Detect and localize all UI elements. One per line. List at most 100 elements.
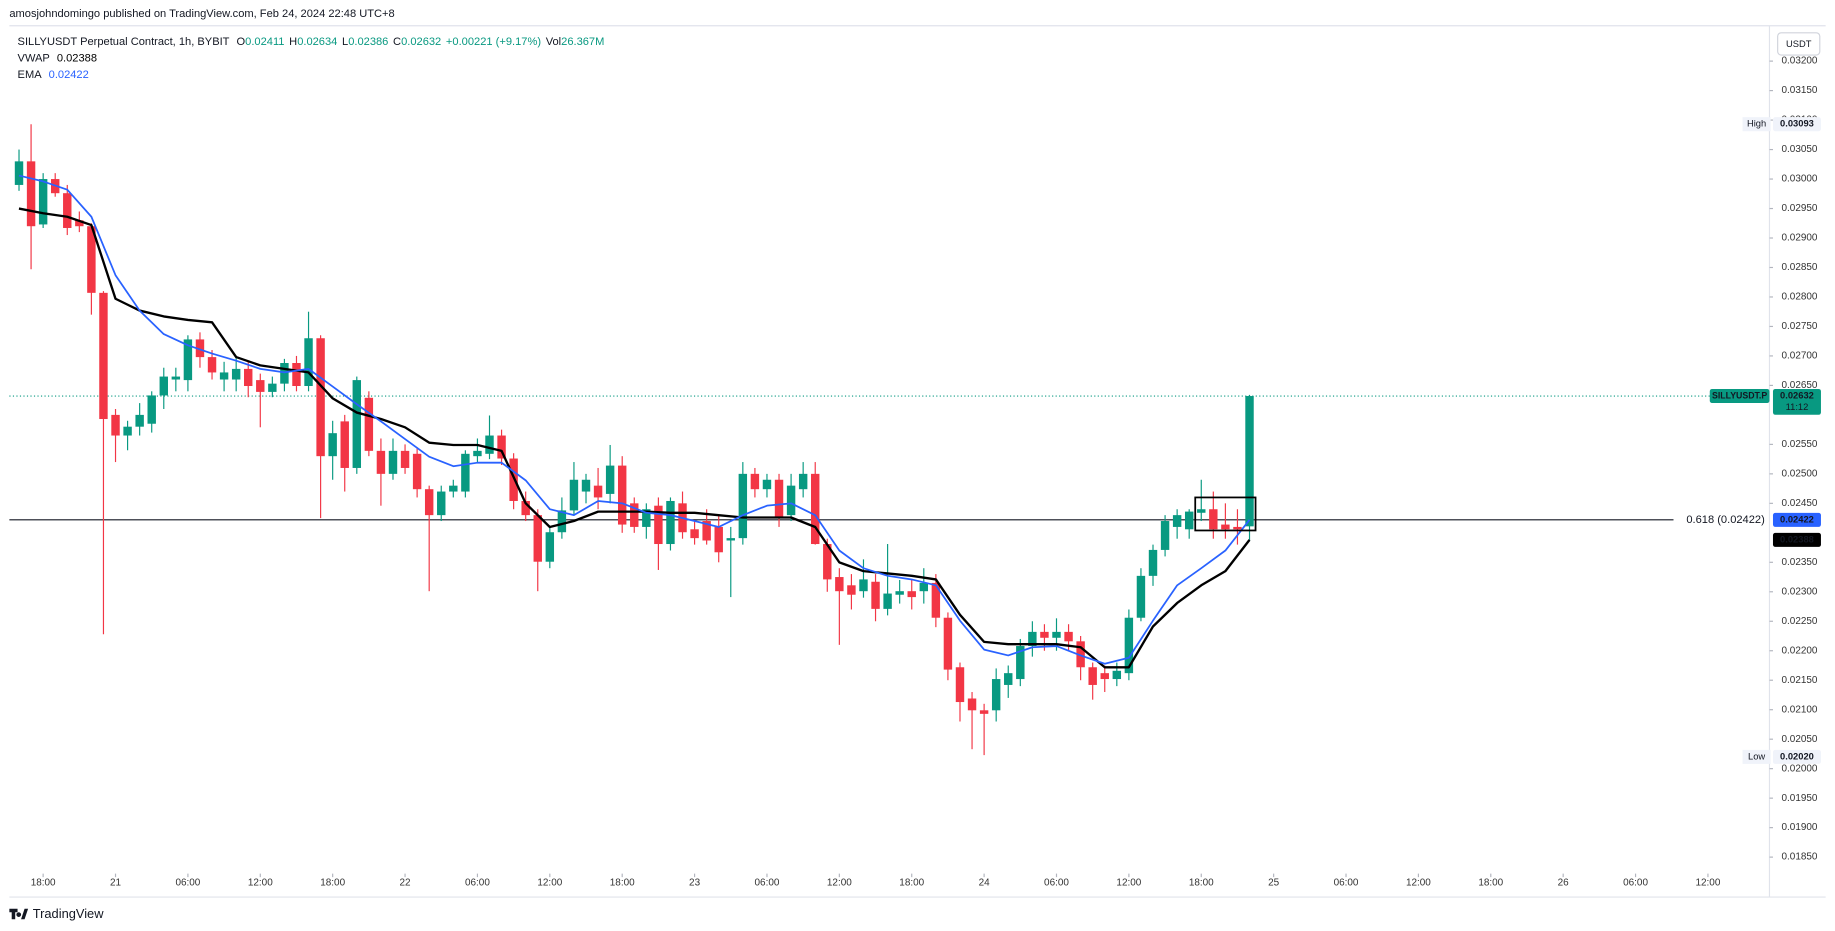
candle-body xyxy=(171,376,181,380)
x-tick-label: 18:00 xyxy=(899,878,924,889)
candle-body xyxy=(859,579,868,592)
candle-body xyxy=(714,526,723,553)
indicator-badge xyxy=(1772,512,1821,527)
y-tick-label: 0.02500 xyxy=(1782,468,1818,479)
candle-body xyxy=(1052,631,1061,638)
candle-body xyxy=(207,357,217,373)
candle-body xyxy=(364,397,374,451)
legend-value: 0.02634 xyxy=(297,36,337,48)
candle-body xyxy=(63,193,72,228)
candle-body xyxy=(581,479,591,492)
indicator-line xyxy=(18,174,1251,665)
candle-body xyxy=(943,617,953,670)
x-tick-label: 12:00 xyxy=(827,878,852,889)
candle-body xyxy=(485,435,494,454)
candle-body xyxy=(280,363,289,384)
y-tick-label: 0.02300 xyxy=(1782,586,1818,597)
candle-body xyxy=(1209,509,1218,530)
candle-body xyxy=(14,161,24,185)
x-tick-label: 18:00 xyxy=(320,878,345,889)
y-tick-label: 0.02050 xyxy=(1782,734,1818,745)
candle-body xyxy=(654,505,663,545)
candle-body xyxy=(75,220,84,227)
candle-body xyxy=(762,479,772,490)
y-tick-label: 0.02100 xyxy=(1782,704,1818,715)
candle-body xyxy=(135,414,144,427)
x-tick-label: 22 xyxy=(400,878,412,889)
y-tick-label: 0.02850 xyxy=(1782,262,1818,273)
x-tick-label: 12:00 xyxy=(1406,878,1431,889)
x-tick-label: 25 xyxy=(1268,878,1280,889)
candle-body xyxy=(871,581,880,609)
candle-body xyxy=(919,582,929,592)
x-tick-label: 26 xyxy=(1558,878,1570,889)
extreme-badge-label: 0.02020 xyxy=(1780,751,1814,761)
candle-body xyxy=(1100,673,1109,680)
y-tick-label: 0.03050 xyxy=(1782,144,1818,155)
symbol-title: SILLYUSDT Perpetual Contract, 1h, BYBIT xyxy=(18,36,230,48)
candle-body xyxy=(1004,673,1013,685)
y-tick-label: 0.01850 xyxy=(1782,852,1818,863)
indicator-badge xyxy=(1772,532,1821,547)
candle-body xyxy=(726,538,735,541)
candle-body xyxy=(545,532,555,562)
y-tick-label: 0.03200 xyxy=(1782,56,1818,67)
y-tick-label: 0.03000 xyxy=(1782,174,1818,185)
candle-body xyxy=(811,473,820,545)
candle-body xyxy=(642,509,651,527)
legend-line: SILLYUSDT Perpetual Contract, 1h, BYBIT O… xyxy=(18,36,605,48)
candle-body xyxy=(521,500,530,516)
candle-body xyxy=(907,591,916,598)
currency-button[interactable] xyxy=(1777,32,1821,56)
currency-label: USDT xyxy=(1786,39,1812,49)
candle-body xyxy=(1233,526,1242,530)
candle-body xyxy=(738,473,748,539)
indicator-badge-label: 0.02388 xyxy=(1780,534,1814,544)
candle-body xyxy=(533,515,542,562)
candle-body xyxy=(376,450,386,474)
candle-body xyxy=(557,510,567,533)
candle-body xyxy=(955,667,965,703)
candle-body xyxy=(1136,575,1146,618)
y-tick-label: 0.01950 xyxy=(1782,793,1818,804)
candle-body xyxy=(1112,670,1122,680)
legend-value: 0.02386 xyxy=(348,36,388,48)
candle-body xyxy=(147,395,156,424)
range-box xyxy=(1194,496,1257,532)
x-tick-label: 18:00 xyxy=(31,878,56,889)
indicator-name: VWAP xyxy=(18,52,50,64)
candle-body xyxy=(569,479,579,511)
x-tick-label: 12:00 xyxy=(1116,878,1141,889)
x-tick-label: 12:00 xyxy=(537,878,562,889)
candle-body xyxy=(1245,396,1254,527)
x-tick-label: 12:00 xyxy=(248,878,273,889)
candle-body xyxy=(328,433,337,457)
extreme-badge xyxy=(1772,117,1821,132)
legend-value: 0.02632 xyxy=(401,36,441,48)
candle-body xyxy=(123,426,132,436)
candle-body xyxy=(786,485,796,516)
x-tick-label: 23 xyxy=(689,878,701,889)
candle-body xyxy=(1221,524,1230,530)
candle-body xyxy=(1172,515,1182,527)
x-tick-label: 18:00 xyxy=(610,878,635,889)
candle-body xyxy=(750,473,760,490)
candle-body xyxy=(1076,641,1085,668)
candle-body xyxy=(87,226,96,293)
candle-body xyxy=(895,591,904,595)
candle-body xyxy=(617,465,627,525)
footer-logo: TradingView xyxy=(9,906,104,921)
candle-body xyxy=(219,372,229,380)
candle-body xyxy=(967,698,977,711)
y-tick-label: 0.02350 xyxy=(1782,557,1818,568)
candle-body xyxy=(931,582,941,618)
candle-body xyxy=(473,450,482,457)
publisher-line: amosjohndomingo published on TradingView… xyxy=(9,8,394,20)
indicator-legend: VWAP 0.02388 xyxy=(18,52,97,64)
candle-body xyxy=(690,529,699,539)
legend-key: Vol xyxy=(546,36,561,48)
y-tick-label: 0.02000 xyxy=(1782,763,1818,774)
extreme-badge-label: 0.03093 xyxy=(1780,119,1814,129)
candle-body xyxy=(979,710,989,714)
y-tick-label: 0.02550 xyxy=(1782,439,1818,450)
